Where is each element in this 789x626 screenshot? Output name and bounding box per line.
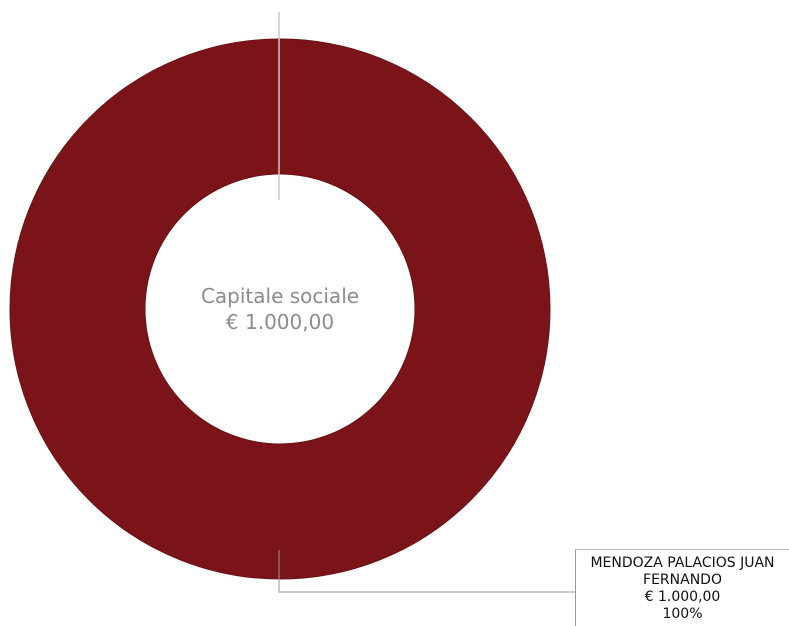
slice-callout-label: MENDOZA PALACIOS JUAN FERNANDO € 1.000,0…: [575, 549, 789, 626]
center-title: Capitale sociale: [201, 284, 359, 308]
callout-percent: 100%: [662, 606, 703, 622]
callout-value: € 1.000,00: [644, 589, 721, 605]
center-value: € 1.000,00: [226, 310, 334, 334]
donut-slice-mendoza[interactable]: [9, 38, 551, 580]
callout-leader-line: [278, 550, 575, 593]
callout-name-line1: MENDOZA PALACIOS JUAN: [590, 555, 775, 571]
callout-name-line2: FERNANDO: [643, 572, 722, 588]
